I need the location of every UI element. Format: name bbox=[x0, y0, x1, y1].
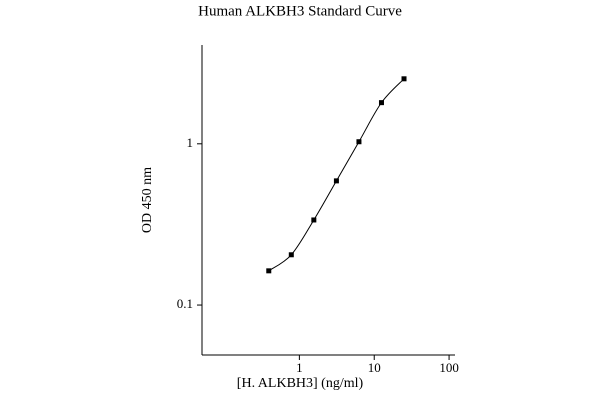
chart-title: Human ALKBH3 Standard Curve bbox=[198, 3, 402, 19]
y-tick-label: 1 bbox=[187, 135, 194, 150]
data-point bbox=[311, 217, 317, 223]
x-axis-label: [H. ALKBH3] (ng/ml) bbox=[237, 376, 364, 391]
fit-curve bbox=[268, 78, 405, 272]
data-point bbox=[356, 139, 362, 145]
data-point bbox=[288, 252, 294, 258]
data-point bbox=[401, 76, 407, 82]
y-axis-label: OD 450 nm bbox=[140, 167, 155, 233]
data-point bbox=[378, 100, 384, 106]
y-tick-label: 0.1 bbox=[177, 296, 193, 311]
data-point bbox=[266, 268, 272, 274]
x-tick-label: 1 bbox=[296, 360, 303, 375]
x-tick-label: 100 bbox=[439, 360, 459, 375]
x-tick-label: 10 bbox=[368, 360, 381, 375]
data-point bbox=[333, 178, 339, 184]
